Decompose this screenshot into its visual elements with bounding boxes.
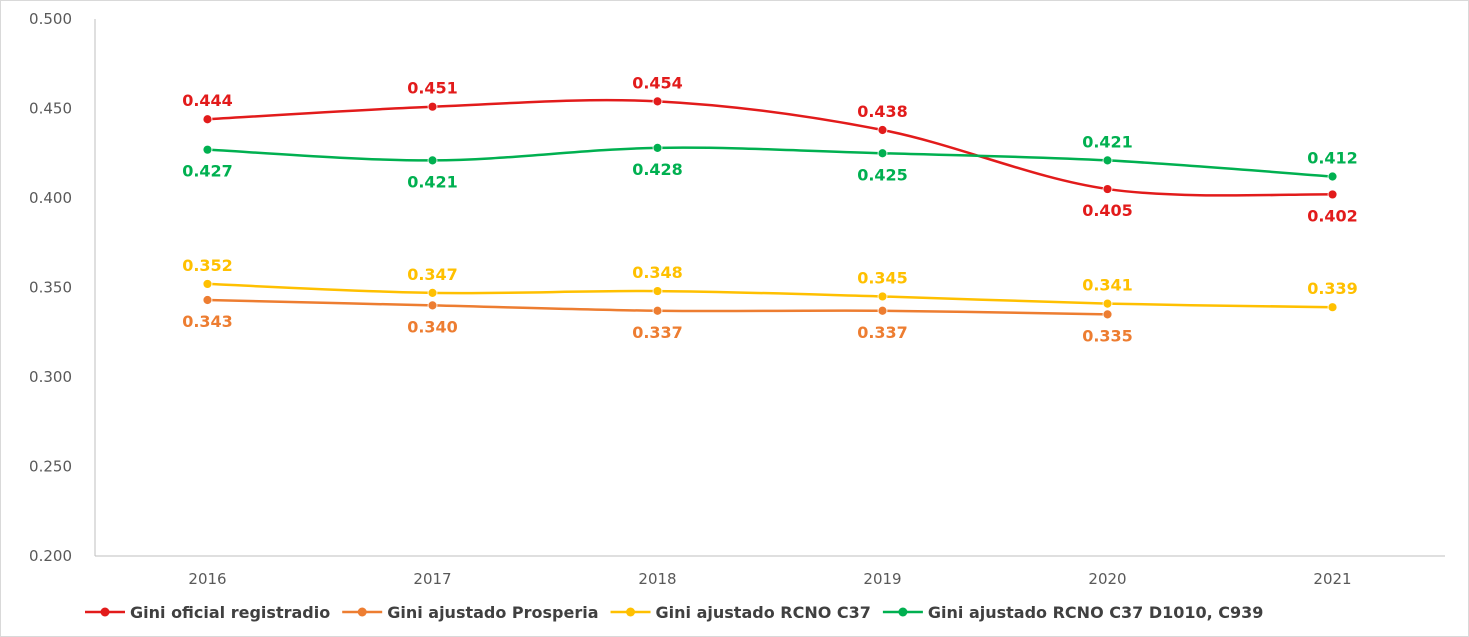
data-label: 0.337 (632, 323, 683, 342)
y-tick-label: 0.200 (29, 547, 72, 565)
legend-label-1: Gini ajustado Prosperia (387, 603, 598, 622)
data-point (652, 305, 663, 316)
data-point (1102, 298, 1113, 309)
series-line-2 (207, 282, 1333, 309)
x-tick-label: 2019 (863, 570, 901, 588)
legend-marker-1 (357, 607, 367, 617)
data-label: 0.352 (182, 256, 233, 275)
data-label: 0.451 (407, 79, 458, 98)
data-label: 0.427 (182, 162, 233, 181)
data-point (427, 287, 438, 298)
legend-label-3: Gini ajustado RCNO C37 D1010, C939 (928, 603, 1264, 622)
data-label: 0.335 (1082, 326, 1133, 345)
y-tick-label: 0.350 (29, 279, 72, 297)
data-label: 0.421 (407, 172, 458, 191)
data-label: 0.337 (857, 323, 908, 342)
data-label: 0.428 (632, 160, 683, 179)
x-tick-label: 2018 (638, 570, 676, 588)
data-point (427, 101, 438, 112)
y-tick-label: 0.400 (29, 189, 72, 207)
data-label: 0.340 (407, 317, 458, 336)
data-label: 0.341 (1082, 276, 1133, 295)
data-point (1102, 155, 1113, 166)
data-point (427, 155, 438, 166)
data-point (652, 142, 663, 153)
data-point (877, 125, 888, 135)
x-tick-label: 2020 (1088, 570, 1126, 588)
legend-marker-3 (898, 607, 908, 617)
x-tick-label: 2016 (188, 570, 226, 588)
data-label: 0.405 (1082, 201, 1133, 220)
data-point (427, 300, 438, 311)
y-tick-label: 0.450 (29, 100, 72, 118)
legend-label-2: Gini ajustado RCNO C37 (656, 603, 871, 622)
data-point (652, 286, 663, 296)
data-label: 0.412 (1307, 149, 1358, 168)
x-tick-label: 2017 (413, 570, 451, 588)
data-point (877, 148, 888, 159)
legend-marker-2 (626, 607, 636, 617)
data-point (1327, 171, 1338, 182)
legend-marker-0 (100, 607, 110, 617)
x-tick-label: 2021 (1313, 570, 1351, 588)
data-point (202, 144, 213, 155)
y-tick-label: 0.500 (29, 10, 72, 28)
data-point (202, 114, 213, 125)
data-label: 0.345 (857, 268, 908, 287)
data-label: 0.402 (1307, 206, 1358, 225)
data-point (1102, 184, 1113, 194)
data-label: 0.347 (407, 265, 458, 284)
data-label: 0.421 (1082, 132, 1133, 151)
data-point (202, 295, 213, 305)
data-point (202, 279, 213, 289)
data-label: 0.438 (857, 102, 908, 121)
y-tick-label: 0.300 (29, 368, 72, 386)
data-point (652, 96, 663, 107)
data-label: 0.425 (857, 165, 908, 184)
legend-label-0: Gini oficial registradio (130, 603, 330, 622)
data-point (1102, 309, 1113, 320)
data-point (1327, 302, 1338, 313)
data-label: 0.348 (632, 263, 683, 282)
data-point (877, 291, 888, 302)
data-label: 0.343 (182, 312, 233, 331)
data-label: 0.444 (182, 91, 233, 110)
data-point (877, 305, 888, 316)
series-line-3 (207, 146, 1333, 178)
y-tick-label: 0.250 (29, 458, 72, 476)
data-label: 0.339 (1307, 279, 1358, 298)
series-line-0 (207, 98, 1333, 197)
data-label: 0.454 (632, 73, 683, 92)
data-point (1327, 189, 1338, 200)
